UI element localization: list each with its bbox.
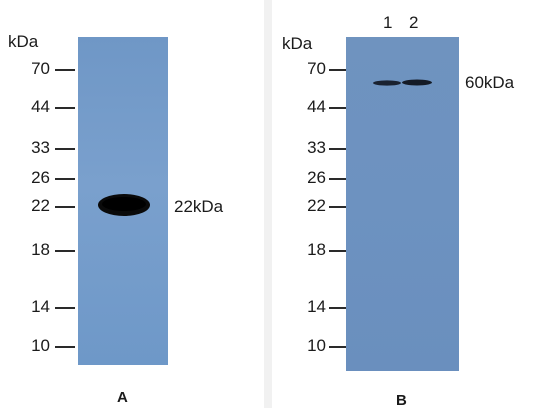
marker-tick-44 bbox=[55, 107, 75, 109]
marker-label-18: 18 bbox=[31, 240, 50, 259]
marker-tick-22 bbox=[55, 206, 75, 208]
panel-letter-a: A bbox=[117, 389, 128, 406]
kda-unit-label-a: kDa bbox=[8, 32, 39, 51]
band-size-label-a: 22kDa bbox=[174, 197, 224, 216]
marker-tick-70 bbox=[329, 69, 346, 71]
marker-label-44: 44 bbox=[31, 97, 50, 116]
marker-tick-18 bbox=[55, 250, 75, 252]
marker-tick-14 bbox=[329, 307, 346, 309]
protein-band-b bbox=[373, 79, 432, 86]
marker-tick-44 bbox=[329, 107, 346, 109]
marker-label-26: 26 bbox=[307, 168, 326, 187]
marker-tick-26 bbox=[329, 178, 346, 180]
marker-label-26: 26 bbox=[31, 168, 50, 187]
marker-label-22: 22 bbox=[307, 196, 326, 215]
marker-label-10: 10 bbox=[307, 336, 326, 355]
marker-tick-14 bbox=[55, 307, 75, 309]
marker-label-14: 14 bbox=[31, 297, 50, 316]
marker-tick-26 bbox=[55, 178, 75, 180]
marker-label-70: 70 bbox=[307, 59, 326, 78]
marker-label-14: 14 bbox=[307, 297, 326, 316]
marker-label-18: 18 bbox=[307, 240, 326, 259]
marker-label-70: 70 bbox=[31, 59, 50, 78]
marker-tick-70 bbox=[55, 69, 75, 71]
protein-band-a bbox=[98, 194, 150, 216]
blot-membrane-b bbox=[346, 37, 459, 371]
lane-label-1: 1 bbox=[383, 13, 393, 32]
band-size-label-b: 60kDa bbox=[465, 73, 515, 92]
marker-tick-33 bbox=[55, 148, 75, 150]
panel-letter-b: B bbox=[396, 392, 407, 409]
marker-label-22: 22 bbox=[31, 196, 50, 215]
lane-label-2: 2 bbox=[409, 13, 419, 32]
marker-label-33: 33 bbox=[31, 138, 50, 157]
marker-tick-18 bbox=[329, 250, 346, 252]
marker-label-10: 10 bbox=[31, 336, 50, 355]
marker-label-44: 44 bbox=[307, 97, 326, 116]
kda-unit-label-b: kDa bbox=[282, 34, 313, 53]
marker-tick-22 bbox=[329, 206, 346, 208]
marker-tick-10 bbox=[329, 346, 346, 348]
marker-tick-10 bbox=[55, 346, 75, 348]
marker-tick-33 bbox=[329, 148, 346, 150]
marker-label-33: 33 bbox=[307, 138, 326, 157]
panel-divider bbox=[264, 0, 272, 408]
